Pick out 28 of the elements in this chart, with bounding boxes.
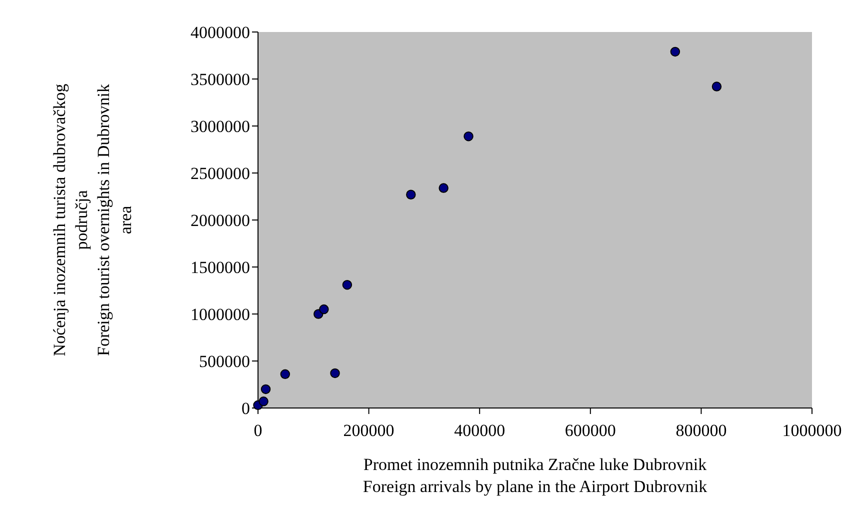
y-tick-label: 2000000 [190,210,250,230]
x-axis-title: Promet inozemnih putnika Zračne luke Dubrovnik Foreign arrivals by plane in the Airport Dubrovnik [362,455,708,496]
point [330,368,340,378]
y-tick-label: 0 [242,398,250,418]
x-tick-label: 800000 [676,421,727,440]
point [342,280,352,290]
point [258,396,268,406]
x-tick-label: 400000 [454,421,506,440]
point [464,131,474,142]
y-tick-label: 4000000 [190,22,250,42]
x-tick-label: 0 [254,421,262,440]
y-tick-label: 3500000 [190,70,250,89]
y-tick-label: 500000 [199,352,250,371]
y-axis-title: Noćenja inozemnih turista dubrovačkog područja Foreign tourist overnights in Dubrovnik area [50,83,135,356]
y-tick-label: 1500000 [190,258,250,277]
x-tick-label: 600000 [564,421,616,440]
y-tick-label: 2500000 [190,164,250,183]
point [260,384,271,394]
y-tick-label: 3000000 [190,116,250,136]
point [712,82,722,92]
point [438,183,448,193]
point [406,190,416,200]
point [280,369,290,380]
x-tick-label: 1000000 [782,421,842,440]
x-tick-label: 200000 [343,421,394,440]
y-tick-label: 1000000 [190,304,250,324]
point [319,304,329,314]
point [670,46,680,57]
